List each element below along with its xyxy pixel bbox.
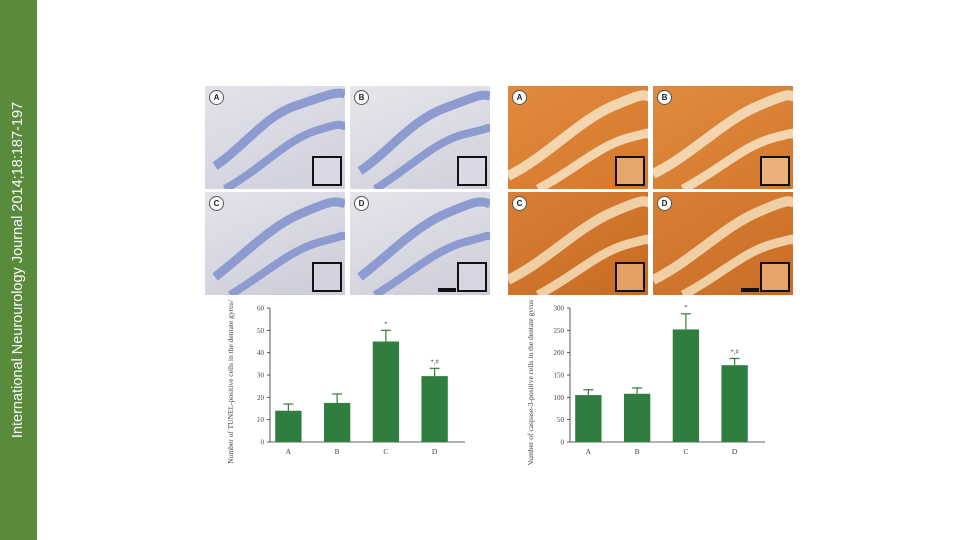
panel-label: B — [657, 90, 672, 105]
bar — [421, 376, 448, 442]
inset-image — [312, 262, 342, 292]
x-tick-label: B — [335, 447, 340, 456]
caspase-micrograph-a: A — [508, 86, 648, 189]
panel-label: D — [354, 196, 369, 211]
bar — [672, 329, 700, 442]
y-tick-label: 150 — [554, 372, 565, 380]
scale-bar — [741, 288, 759, 292]
bar — [372, 341, 400, 442]
y-tick-label: 50 — [257, 327, 265, 335]
panel-label: A — [512, 90, 527, 105]
tunel-micrograph-c: C — [205, 192, 345, 295]
x-tick-label: B — [635, 447, 640, 456]
y-tick-label: 30 — [257, 372, 265, 380]
y-tick-label: 250 — [554, 327, 565, 335]
significance-marker: *,# — [731, 348, 740, 355]
caspase-micrograph-d: D — [653, 192, 793, 295]
y-tick-label: 0 — [561, 439, 565, 447]
panel-label: C — [209, 196, 224, 211]
tunel-micrograph-b: B — [350, 86, 490, 189]
journal-sidebar: International Neurourology Journal 2014;… — [0, 0, 37, 540]
bar — [623, 393, 651, 442]
caspase-micrograph-b: B — [653, 86, 793, 189]
inset-image — [457, 262, 487, 292]
bar — [275, 410, 302, 442]
x-tick-label: D — [432, 447, 438, 456]
y-tick-label: 10 — [257, 416, 265, 424]
panel-label: C — [512, 196, 527, 211]
caspase-micrograph-grid: A B C D — [508, 86, 795, 296]
y-tick-label: 50 — [557, 416, 565, 424]
panel-label: B — [354, 90, 369, 105]
journal-citation: International Neurourology Journal 2014;… — [10, 101, 26, 439]
tunel-micrograph-d: D — [350, 192, 490, 295]
tunel-micrograph-a: A — [205, 86, 345, 189]
significance-marker: *,# — [431, 358, 440, 365]
significance-marker: * — [684, 304, 687, 311]
scale-bar — [438, 288, 456, 292]
tunel-micrograph-grid: A B C D — [205, 86, 492, 296]
y-tick-label: 200 — [554, 349, 565, 357]
inset-image — [312, 156, 342, 186]
panel-label: A — [209, 90, 224, 105]
significance-marker: * — [384, 320, 387, 327]
bar — [721, 365, 748, 442]
y-tick-label: 20 — [257, 394, 265, 402]
inset-image — [615, 262, 645, 292]
y-tick-label: 0 — [261, 439, 265, 447]
y-tick-label: 60 — [257, 305, 265, 313]
x-tick-label: C — [383, 447, 388, 456]
x-tick-label: C — [683, 447, 688, 456]
y-tick-label: 40 — [257, 349, 265, 357]
inset-image — [615, 156, 645, 186]
caspase-bar-chart: Number of caspase-3-positive cells in th… — [526, 300, 765, 465]
x-tick-label: A — [286, 447, 292, 456]
bar — [323, 402, 351, 442]
inset-image — [457, 156, 487, 186]
x-tick-label: D — [732, 447, 738, 456]
y-axis-label: Number of TUNEL-positive cells in the de… — [226, 300, 235, 464]
panel-label: D — [657, 196, 672, 211]
y-tick-label: 300 — [554, 305, 565, 313]
y-tick-label: 100 — [554, 394, 565, 402]
inset-image — [760, 156, 790, 186]
inset-image — [760, 262, 790, 292]
x-tick-label: A — [586, 447, 592, 456]
bar — [575, 395, 602, 442]
y-axis-label: Number of caspase-3-positive cells in th… — [526, 300, 535, 465]
caspase-micrograph-c: C — [508, 192, 648, 295]
tunel-bar-chart: Number of TUNEL-positive cells in the de… — [226, 300, 465, 464]
